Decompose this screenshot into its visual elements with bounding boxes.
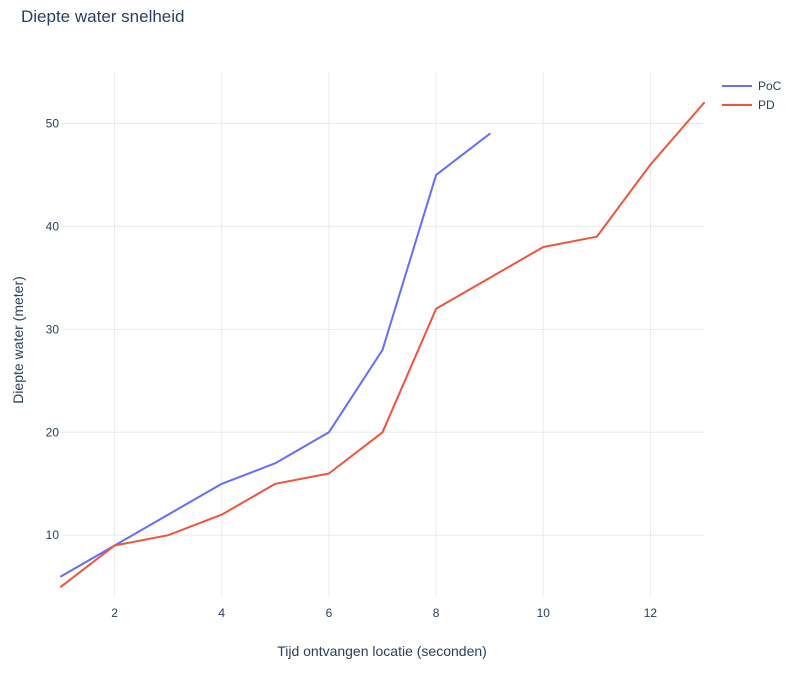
legend-label: PD	[758, 98, 775, 112]
series-line-pd	[60, 101, 705, 588]
y-tick-labels: 10 20 30 40 50	[46, 116, 60, 542]
legend-label: PoC	[758, 79, 782, 93]
series-line-poc	[60, 132, 491, 578]
legend-item-pd[interactable]: PD	[722, 98, 775, 112]
y-tick-label: 40	[46, 219, 60, 233]
x-tick-label: 2	[111, 606, 118, 620]
x-gridlines	[114, 72, 651, 597]
legend-item-poc[interactable]: PoC	[722, 79, 782, 93]
y-tick-label: 30	[46, 322, 60, 336]
legend[interactable]: PoC PD	[722, 79, 782, 112]
y-tick-label: 50	[46, 116, 60, 130]
chart-title: Diepte water snelheid	[21, 7, 184, 26]
y-tick-label: 10	[46, 528, 60, 542]
y-gridlines	[61, 122, 704, 536]
y-tick-label: 20	[46, 425, 60, 439]
x-tick-label: 10	[537, 606, 551, 620]
y-axis-title: Diepte water (meter)	[10, 276, 26, 404]
x-axis-title: Tijd ontvangen locatie (seconden)	[277, 643, 487, 659]
x-tick-label: 6	[326, 606, 333, 620]
series-lines	[60, 101, 705, 588]
x-tick-label: 4	[218, 606, 225, 620]
x-tick-label: 12	[644, 606, 658, 620]
x-tick-labels: 2 4 6 8 10 12	[111, 606, 657, 620]
x-tick-label: 8	[433, 606, 440, 620]
